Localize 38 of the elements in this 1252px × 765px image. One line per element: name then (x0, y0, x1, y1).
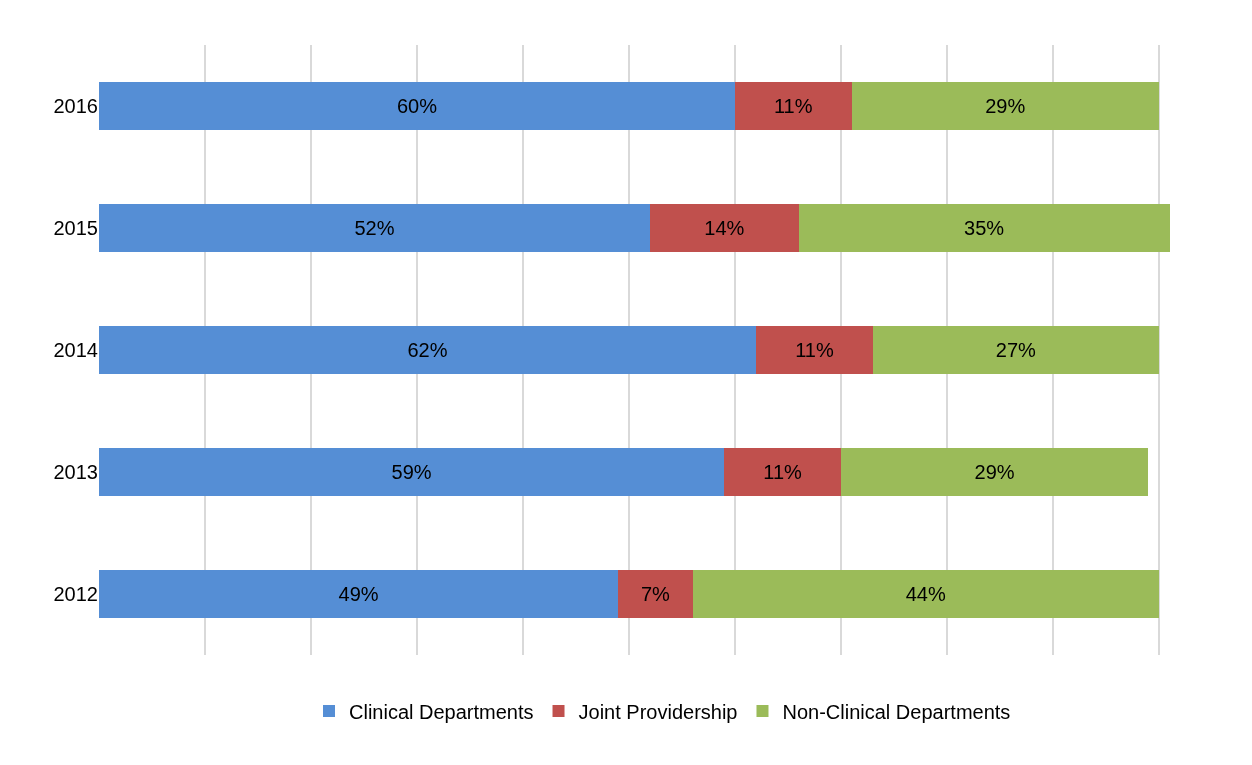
bar (841, 447, 1149, 497)
data-label: 62% (407, 339, 448, 361)
bar (692, 569, 1160, 619)
data-label: 59% (391, 461, 432, 483)
bar (99, 325, 757, 375)
data-label: 27% (995, 339, 1037, 361)
bar (851, 81, 1160, 131)
y-tick-label: 2013 (53, 461, 98, 483)
legend-label: Joint Providership (578, 700, 738, 723)
bar (735, 81, 852, 131)
y-tick-label: 2015 (53, 217, 98, 239)
data-label: 14% (704, 217, 745, 239)
data-label: 11% (795, 339, 834, 361)
y-tick-label: 2016 (53, 95, 98, 117)
bar (724, 447, 842, 497)
data-label: 11% (763, 461, 803, 483)
y-tick-label: 2012 (53, 583, 98, 605)
data-label: 7% (640, 583, 671, 605)
bar (99, 569, 619, 619)
data-label: 35% (964, 217, 1005, 239)
bar (872, 325, 1160, 375)
bar (756, 325, 873, 375)
data-label: 29% (974, 461, 1015, 483)
data-label: 52% (354, 217, 395, 239)
data-label: 44% (905, 583, 946, 605)
bar (99, 81, 736, 131)
data-label: 60% (396, 95, 438, 117)
legend-label: Non-Clinical Departments (782, 700, 1011, 723)
legend-label: Clinical Departments (349, 700, 534, 723)
bar (99, 203, 651, 253)
bar (99, 447, 725, 497)
bar (798, 203, 1170, 253)
data-label: 11% (773, 95, 813, 117)
data-label: 49% (338, 583, 379, 605)
bar (650, 203, 799, 253)
bar (618, 569, 693, 619)
data-label: 29% (985, 95, 1026, 117)
y-tick-label: 2014 (53, 339, 98, 361)
